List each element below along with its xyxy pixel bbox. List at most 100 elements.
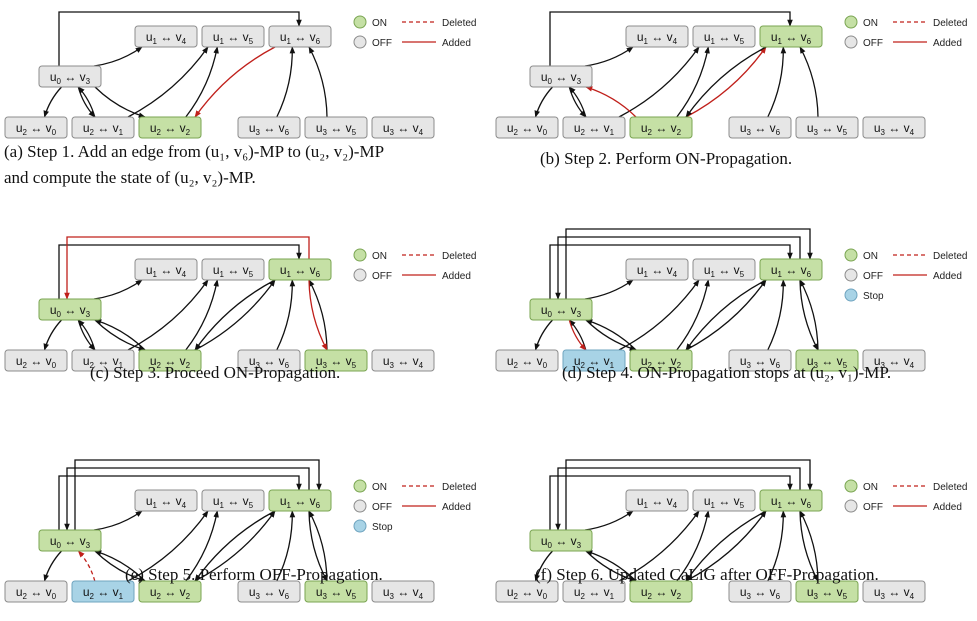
edge-u1v6-u2v2	[194, 510, 276, 582]
node-label: u1 ↔ v4	[146, 494, 187, 510]
legend-on-label: ON	[863, 482, 878, 493]
edge-u0v3-u2v0	[534, 550, 553, 582]
node-label: u3 ↔ v6	[740, 354, 781, 370]
node-label: u2 ↔ v1	[574, 121, 615, 137]
node-label: u2 ↔ v0	[16, 121, 57, 137]
legend-stop-label: Stop	[863, 291, 884, 302]
node-u1v5: u1 ↔ v5	[201, 258, 265, 281]
panel-a: u1 ↔ v4 u1 ↔ v5 u1 ↔ v6 u0 ↔ v3 u2 ↔ v0 u2 ↔ …	[4, 11, 476, 187]
edge-u3v6-u1v6	[767, 510, 787, 582]
legend-on-label: ON	[863, 251, 878, 262]
node-u3v5: u3 ↔ v5	[304, 116, 368, 139]
node-label: u1 ↔ v4	[637, 494, 678, 510]
edge-u2v1-u0v3	[568, 319, 587, 351]
legend-on-label: ON	[372, 18, 387, 29]
node-u2v1: u2 ↔ v1	[71, 349, 135, 372]
node-u1v5: u1 ↔ v5	[692, 258, 756, 281]
node-label: u3 ↔ v5	[316, 354, 357, 370]
edge-u1v6-u0v3-loop	[555, 236, 801, 300]
node-label: u0 ↔ v3	[50, 534, 91, 550]
edge-u0v3-u1v4	[584, 46, 634, 67]
panel-caption: (a) Step 1. Add an edge from (u₁, v₆)-MP…	[4, 142, 384, 161]
edge-u2v2-u1v6	[194, 510, 276, 582]
node-u2v1: u2 ↔ v1	[71, 116, 135, 139]
node-label: u1 ↔ v5	[704, 263, 745, 279]
node-label: u3 ↔ v4	[383, 585, 424, 601]
edges	[43, 236, 328, 351]
node-u1v4: u1 ↔ v4	[134, 258, 198, 281]
legend: ON OFF Stop Deleted Added	[844, 248, 967, 302]
edge-u2v2-u1v6	[685, 279, 767, 351]
legend-deleted-label: Deleted	[442, 18, 476, 29]
node-u1v4: u1 ↔ v4	[134, 25, 198, 48]
edge-u0v3-u1v4	[93, 510, 143, 531]
edge-u0v3-u2v2	[94, 86, 146, 118]
legend-on-swatch	[353, 248, 367, 262]
node-label: u3 ↔ v4	[874, 585, 915, 601]
edge-u2v2-u0v3	[585, 319, 637, 351]
node-label: u3 ↔ v5	[807, 121, 848, 137]
node-label: u1 ↔ v6	[280, 494, 321, 510]
legend-off-label: OFF	[863, 502, 883, 513]
edge-u1v6-u2v2	[685, 510, 767, 582]
node-label: u3 ↔ v5	[316, 585, 357, 601]
edge-u2v1-u1v5	[618, 279, 700, 351]
node-u2v2: u2 ↔ v2	[138, 349, 202, 372]
node-label: u2 ↔ v0	[507, 354, 548, 370]
edge-u0v3-u1v6-loop	[58, 11, 302, 66]
legend-added-label: Added	[442, 38, 471, 49]
edge-u3v6-u1v6	[276, 510, 296, 582]
node-label: u0 ↔ v3	[541, 534, 582, 550]
node-label: u3 ↔ v5	[807, 585, 848, 601]
node-label: u3 ↔ v6	[249, 121, 290, 137]
edge-u2v2-u0v3	[585, 86, 637, 118]
node-label: u1 ↔ v6	[771, 30, 812, 46]
edge-u0v3-u1v4	[93, 279, 143, 300]
edge-u3v6-u1v6	[767, 46, 787, 118]
node-u1v4: u1 ↔ v4	[625, 25, 689, 48]
edge-u3v5-u1v6	[799, 46, 819, 118]
edges	[534, 459, 819, 582]
panel-caption: (b) Step 2. Perform ON-Propagation.	[540, 149, 792, 168]
node-u3v4: u3 ↔ v4	[862, 349, 926, 372]
node-u1v4: u1 ↔ v4	[625, 489, 689, 512]
node-u3v4: u3 ↔ v4	[862, 580, 926, 603]
edge-u0v3-u2v0	[534, 319, 553, 351]
node-u1v4: u1 ↔ v4	[134, 489, 198, 512]
legend-on-label: ON	[372, 482, 387, 493]
node-u3v6: u3 ↔ v6	[728, 349, 792, 372]
node-label: u1 ↔ v5	[704, 494, 745, 510]
node-u3v5: u3 ↔ v5	[795, 349, 859, 372]
panel-caption: (d) Step 4. ON-Propagation stops at (u₂,…	[562, 363, 891, 382]
node-u1v5: u1 ↔ v5	[201, 25, 265, 48]
legend-on-swatch	[353, 479, 367, 493]
node-label: u2 ↔ v2	[641, 354, 682, 370]
legend-added-label: Added	[442, 271, 471, 282]
edge-u0v3-u2v1	[568, 319, 587, 351]
edge-u3v6-u1v6	[276, 279, 296, 351]
panel-caption: (f) Step 6. Updated CaLiG after OFF-Prop…	[535, 565, 879, 584]
legend-off-label: OFF	[863, 38, 883, 49]
edge-u3v6-u1v6	[276, 46, 296, 118]
node-label: u2 ↔ v0	[507, 585, 548, 601]
edge-u0v3-u1v6-loop	[549, 244, 793, 299]
node-u0v3: u0 ↔ v3	[38, 529, 102, 552]
legend: ON OFF Deleted Added	[844, 15, 967, 49]
legend-deleted-label: Deleted	[442, 251, 476, 262]
legend-added-label: Added	[933, 271, 962, 282]
edge-u2v1-u1v5	[127, 46, 209, 118]
edge-u0v3-u1v6-loop	[74, 459, 322, 530]
node-label: u2 ↔ v1	[83, 585, 124, 601]
legend-on-label: ON	[863, 18, 878, 29]
node-label: u0 ↔ v3	[541, 303, 582, 319]
node-u2v1: u2 ↔ v1	[71, 580, 135, 603]
edge-u0v3-u2v2	[585, 319, 637, 351]
node-u0v3: u0 ↔ v3	[529, 529, 593, 552]
node-u1v6: u1 ↔ v6	[268, 258, 332, 281]
legend-off-swatch	[844, 35, 858, 49]
node-label: u2 ↔ v2	[150, 585, 191, 601]
legend-stop-swatch	[844, 288, 858, 302]
edge-u3v6-u1v6	[767, 279, 787, 351]
edge-u1v6-u2v2	[685, 279, 767, 351]
legend-on-label: ON	[372, 251, 387, 262]
